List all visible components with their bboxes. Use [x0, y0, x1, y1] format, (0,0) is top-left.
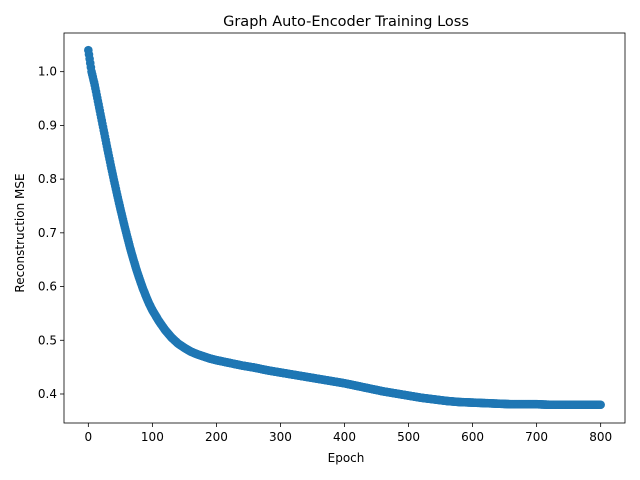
y-tick-label: 0.7	[38, 226, 57, 240]
x-axis-label: Epoch	[328, 451, 365, 465]
y-axis-ticks: 0.4 0.5 0.6 0.7 0.8 0.9 1.0	[38, 65, 64, 401]
plot-area-frame	[63, 32, 626, 424]
y-tick-label: 0.5	[38, 333, 57, 347]
x-axis-ticks: 0 100 200 300 400 500 600 700 800	[85, 423, 612, 444]
x-tick-label: 100	[141, 430, 164, 444]
y-tick-label: 0.6	[38, 280, 57, 294]
data-point	[596, 400, 605, 410]
y-tick-label: 0.9	[38, 118, 57, 132]
chart-title: Graph Auto-Encoder Training Loss	[223, 14, 469, 30]
x-tick-label: 200	[205, 430, 228, 444]
scatter-markers	[84, 45, 605, 410]
x-tick-label: 300	[269, 430, 292, 444]
x-tick-label: 400	[333, 430, 356, 444]
y-tick-label: 0.4	[38, 387, 57, 401]
x-tick-label: 800	[589, 430, 612, 444]
x-tick-label: 0	[85, 430, 93, 444]
y-tick-label: 1.0	[38, 65, 57, 79]
x-tick-label: 500	[397, 430, 420, 444]
x-tick-label: 600	[461, 430, 484, 444]
y-axis-label: Reconstruction MSE	[13, 173, 27, 292]
x-tick-label: 700	[525, 430, 548, 444]
y-tick-label: 0.8	[38, 172, 57, 186]
